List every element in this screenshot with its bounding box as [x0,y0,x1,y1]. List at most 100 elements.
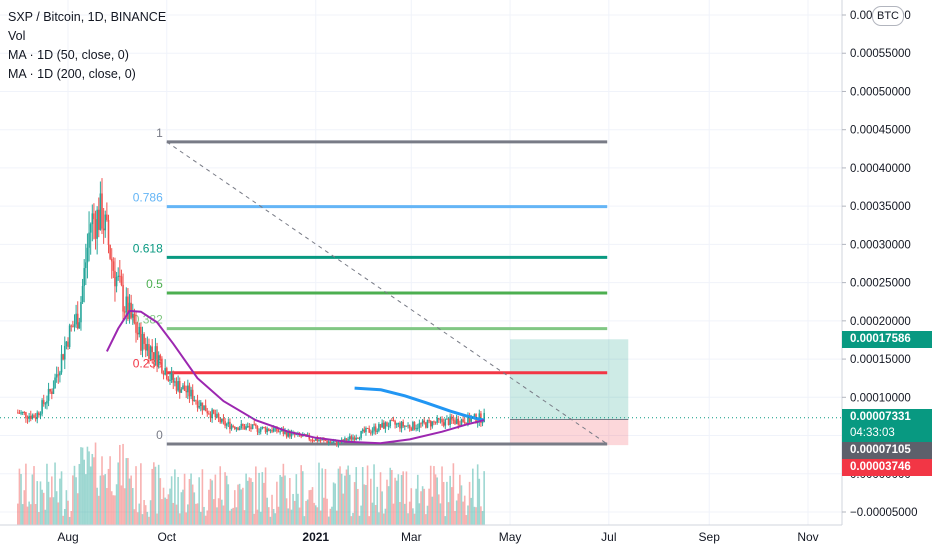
volume-bar [99,475,102,525]
volume-bar [131,488,134,525]
volume-bar [374,505,377,525]
candle-body [405,425,408,427]
candle-body [177,381,179,391]
candle-body [438,417,440,420]
volume-bar [235,507,238,525]
time-tick-label: Jul [601,530,616,544]
currency-button[interactable]: BTC [872,6,904,26]
volume-bar [187,504,189,525]
candle-body [162,372,165,375]
fib-level-label: 0.5 [146,277,163,291]
chart-legend: SXP / Bitcoin, 1D, BINANCE Vol MA · 1D (… [8,8,166,84]
candle-body [161,358,163,373]
candle-body [374,426,377,432]
volume-bar [473,506,476,525]
candle-body [34,417,37,420]
candle-body [62,354,64,360]
volume-bar [405,471,408,525]
volume-bar [106,488,108,525]
volume-bar [394,477,396,525]
candle-body [353,437,356,440]
candle-body [29,415,32,419]
volume-bar [107,468,110,525]
candle-body [157,355,160,366]
volume-bar [266,497,268,525]
volume-bar [441,466,443,525]
candle-body [185,390,188,393]
volume-bar [446,481,448,525]
candle-body [83,268,85,287]
candle-body [410,428,413,431]
volume-bar [143,500,145,525]
volume-bar [326,498,328,525]
candle-body [413,422,416,430]
volume-bar [47,481,50,525]
price-tick-label: 0.00040000 [850,163,911,175]
volume-bar [287,508,290,525]
candle-body [459,424,461,426]
candle-body [38,412,40,416]
price-tick-label: 0.00020000 [850,316,911,328]
candle-body [412,422,414,431]
legend-ma50[interactable]: MA · 1D (50, close, 0) [8,48,129,62]
long-position-tool[interactable] [510,339,629,446]
candle-body [447,418,450,425]
volume-bar [243,510,246,525]
candle-body [182,385,184,390]
volume-bar [175,504,178,525]
candle-body [365,427,367,433]
volume-bar [93,457,95,525]
legend-volume[interactable]: Vol [8,29,26,43]
candle-body [146,344,149,351]
volume-bar [242,487,244,525]
candle-body [86,247,89,263]
volume-bar [144,505,147,525]
candle-body [138,326,141,335]
candle-body [240,424,243,429]
volume-bar [115,484,118,525]
candle-body [196,401,199,408]
volume-bar [350,516,353,525]
volume-bar [358,515,361,525]
candle-body [339,441,341,443]
candle-body [191,389,194,402]
volume-bar [251,481,254,525]
candle-body [59,372,61,376]
volume-bar [344,475,346,525]
volume-bar [289,478,291,525]
candle-body [20,412,22,414]
candle-body [169,379,171,381]
candle-body [36,412,39,420]
volume-bar [292,493,294,525]
volume-bar [123,488,126,525]
volume-bar [229,510,231,525]
candle-body [54,377,56,389]
volume-bar [308,490,311,525]
candle-body [187,385,189,393]
legend-ma200[interactable]: MA · 1D (200, close, 0) [8,67,136,81]
volume-bar [245,473,247,525]
candle-body [460,419,463,425]
volume-bar [28,501,30,525]
candle-body [310,439,312,441]
volume-bar [468,481,471,525]
candle-body [159,355,162,359]
volume-bar [313,502,315,525]
legend-title[interactable]: SXP / Bitcoin, 1D, BINANCE [8,10,167,24]
candle-body [425,422,427,428]
volume-bar [274,513,277,525]
price-tick-label: 0.00055000 [850,48,911,60]
candle-body [355,437,358,440]
volume-bars [17,442,485,525]
volume-bar [117,462,120,525]
volume-bar [250,478,252,525]
candle-body [156,346,158,366]
candle-body [221,418,223,423]
candle-body [287,430,290,437]
candlestick-series [17,178,485,448]
volume-bar [233,490,236,525]
candle-body [263,426,265,428]
candle-body [57,374,60,376]
